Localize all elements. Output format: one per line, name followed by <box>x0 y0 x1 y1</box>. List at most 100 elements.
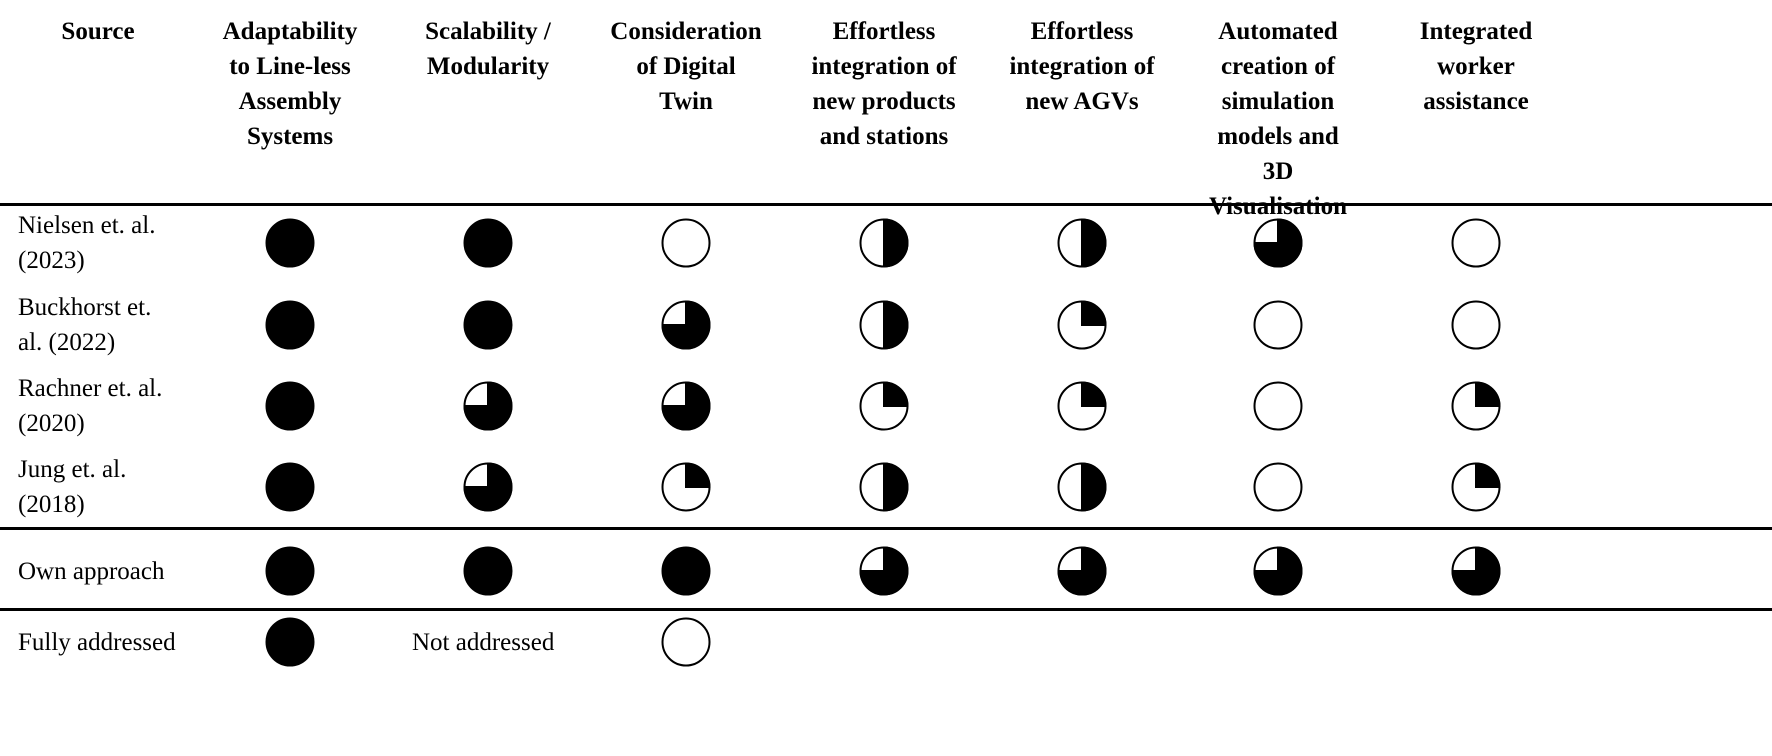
text-line: new AGVs <box>1025 88 1139 115</box>
header-rule <box>0 203 1772 206</box>
text-line: Nielsen et. al. <box>18 212 156 239</box>
harvey-ball <box>1446 295 1506 355</box>
harvey-ball <box>1446 376 1506 436</box>
legend-fully-ball <box>260 612 320 672</box>
text-line: of Digital <box>636 53 736 80</box>
harvey-ball <box>656 213 716 273</box>
text-line: Assembly <box>238 88 342 115</box>
harvey-ball-fill <box>883 381 909 407</box>
harvey-ball <box>260 457 320 517</box>
harvey-ball-fill <box>661 381 711 431</box>
text-line: Scalability / <box>425 18 551 45</box>
harvey-ball <box>1052 541 1112 601</box>
text-line: Adaptability <box>222 18 358 45</box>
text-line: Own approach <box>18 557 165 585</box>
text-line: Visualisation <box>1208 193 1347 220</box>
harvey-ball <box>854 295 914 355</box>
harvey-ball <box>854 541 914 601</box>
harvey-ball-fill <box>1057 546 1107 596</box>
text-line: Automated <box>1218 18 1338 45</box>
harvey-ball-fill <box>1081 218 1107 268</box>
harvey-ball <box>1248 457 1308 517</box>
text-line: (2018) <box>18 491 85 518</box>
legend-not-ball <box>656 612 716 672</box>
text-line: and stations <box>819 123 949 150</box>
harvey-ball <box>458 295 518 355</box>
harvey-ball-fill <box>883 218 909 268</box>
harvey-ball <box>656 457 716 517</box>
harvey-ball-fill <box>883 300 909 350</box>
text-line: integration of <box>1009 53 1155 80</box>
harvey-ball-fill <box>1081 462 1107 512</box>
column-header: Effortless integration of new products and … <box>784 14 984 154</box>
harvey-ball <box>854 457 914 517</box>
text-line: integration of <box>811 53 957 80</box>
harvey-ball-fill <box>463 462 513 512</box>
harvey-ball <box>458 457 518 517</box>
harvey-ball <box>1446 213 1506 273</box>
harvey-ball-fill <box>859 546 909 596</box>
row-source-label: Nielsen et. al. (2023) <box>18 208 228 278</box>
text-line: Integrated <box>1419 18 1533 45</box>
row-source-label: Buckhorst et. al. (2022) <box>18 290 228 360</box>
column-header: Automated creation of simulation models and… <box>1178 14 1378 224</box>
harvey-ball <box>854 213 914 273</box>
text-line: Source <box>61 18 135 45</box>
text-line: Rachner et. al. <box>18 375 163 402</box>
text-line: (2023) <box>18 247 85 274</box>
harvey-ball <box>656 295 716 355</box>
harvey-ball-fill <box>1081 381 1107 407</box>
column-header-source: Source <box>0 14 198 49</box>
harvey-ball <box>656 376 716 436</box>
harvey-ball-fill <box>1475 462 1501 488</box>
text-line: Jung et. al. <box>18 456 127 483</box>
column-header: Adaptability to Line-less Assembly Systems <box>190 14 390 154</box>
text-line: creation of <box>1220 53 1336 80</box>
text-line: to Line-less <box>229 53 351 80</box>
harvey-ball <box>1248 295 1308 355</box>
harvey-ball <box>458 213 518 273</box>
column-header: Consideration of Digital Twin <box>586 14 786 119</box>
harvey-ball <box>458 541 518 601</box>
text-line: Modularity <box>426 53 550 80</box>
harvey-ball <box>1248 541 1308 601</box>
harvey-ball <box>260 295 320 355</box>
column-header: Integrated worker assistance <box>1376 14 1576 119</box>
harvey-ball <box>458 376 518 436</box>
harvey-ball <box>1446 541 1506 601</box>
harvey-ball <box>656 541 716 601</box>
harvey-ball <box>260 213 320 273</box>
text-line: new products <box>812 88 956 115</box>
harvey-ball-fill <box>1475 381 1501 407</box>
text-line: models and <box>1217 123 1339 150</box>
row-source-label: Jung et. al. (2018) <box>18 452 228 522</box>
harvey-ball <box>1052 295 1112 355</box>
column-header: Effortless integration of new AGVs <box>982 14 1182 119</box>
harvey-ball <box>260 376 320 436</box>
harvey-ball-fill <box>661 300 711 350</box>
text-line: Effortless <box>832 18 936 45</box>
harvey-ball <box>1248 376 1308 436</box>
text-line: 3D <box>1262 158 1294 185</box>
harvey-ball <box>260 541 320 601</box>
text-line: worker <box>1437 53 1515 80</box>
text-line: Twin <box>659 88 713 115</box>
row-source-label: Own approach <box>18 554 228 589</box>
legend-fully-label: Fully addressed <box>18 629 176 656</box>
text-line: Systems <box>246 123 334 150</box>
harvey-ball-fill <box>1253 546 1303 596</box>
harvey-ball <box>1052 213 1112 273</box>
harvey-ball-fill <box>1451 546 1501 596</box>
text-line: (2020) <box>18 410 85 437</box>
row-source-label: Rachner et. al. (2020) <box>18 371 228 441</box>
text-line: assistance <box>1423 88 1529 115</box>
harvey-ball-fill <box>1253 218 1303 268</box>
text-line: Buckhorst et. <box>18 294 152 321</box>
harvey-ball-fill <box>463 381 513 431</box>
harvey-ball-fill <box>1081 300 1107 326</box>
harvey-ball <box>1052 457 1112 517</box>
harvey-ball <box>1052 376 1112 436</box>
text-line: Consideration <box>610 18 762 45</box>
legend-rule <box>0 608 1772 611</box>
